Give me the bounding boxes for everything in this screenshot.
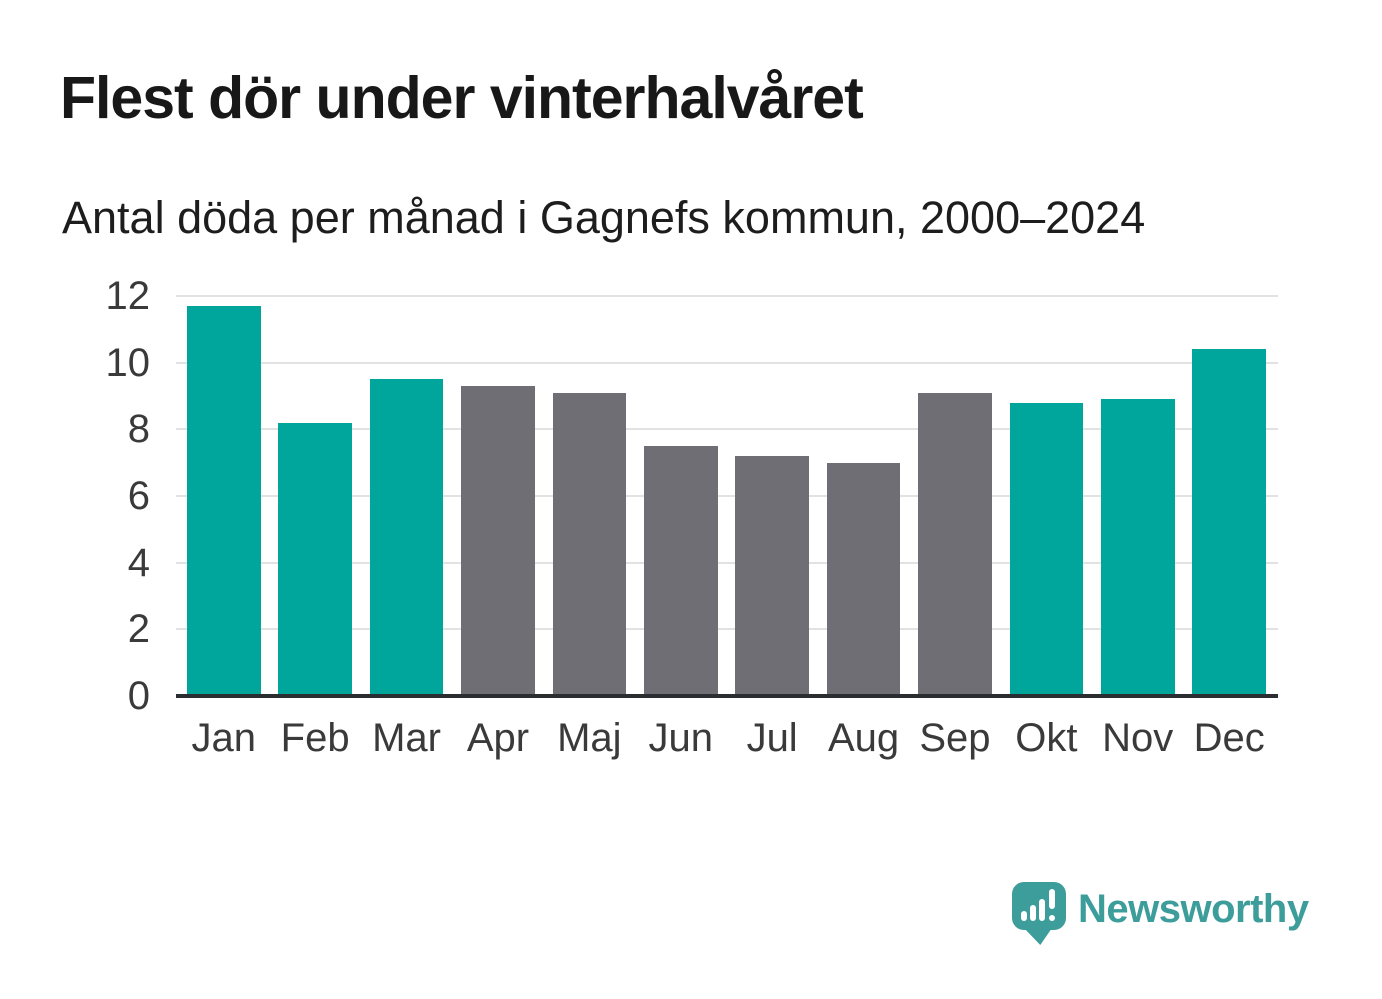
bar-jun	[644, 446, 718, 696]
x-tick-label-dec: Dec	[1193, 716, 1265, 760]
bar-jan	[187, 306, 261, 696]
logo-bubble-tail	[1024, 928, 1052, 945]
bar-jul	[735, 456, 809, 696]
x-tick-label-okt: Okt	[1015, 716, 1078, 760]
x-tick-label-nov: Nov	[1102, 716, 1174, 760]
y-tick-label-4: 4	[127, 540, 150, 585]
x-tick-label-mar: Mar	[372, 716, 441, 760]
logo-bar-medium	[1030, 905, 1036, 921]
bar-mar	[369, 379, 444, 696]
x-tick-label-aug: Aug	[827, 716, 900, 760]
y-tick-label-12: 12	[105, 274, 151, 318]
bar-aug	[826, 462, 901, 696]
x-axis-baseline	[176, 694, 1278, 698]
brand-logo: Newsworthy	[1010, 878, 1340, 960]
y-tick-label-2: 2	[127, 607, 150, 652]
y-tick-label-6: 6	[127, 474, 150, 518]
bar-apr	[461, 386, 535, 696]
logo-exclamation-dot	[1049, 915, 1055, 921]
brand-name: Newsworthy	[1078, 887, 1309, 931]
gridline-2	[176, 628, 1278, 631]
gridline-4	[176, 561, 1278, 564]
gridline-8	[176, 428, 1278, 431]
y-tick-label-8: 8	[127, 407, 150, 452]
gridline-10	[176, 361, 1278, 364]
bar-okt	[1009, 402, 1084, 696]
y-tick-label-10: 10	[105, 340, 151, 385]
x-tick-label-jan: Jan	[191, 716, 257, 760]
x-axis: Jan Feb Mar Apr Maj Jun Jul Aug Sep Okt Nov Dec	[176, 716, 1278, 772]
x-tick-label-maj: Maj	[557, 716, 622, 760]
bar-dec	[1192, 349, 1266, 696]
y-axis: 0 2 4 6 8 10 12	[86, 274, 151, 718]
bar-nov	[1101, 399, 1175, 696]
bar-sep	[918, 392, 992, 696]
x-tick-label-jul: Jul	[746, 716, 798, 760]
bar-maj	[552, 392, 627, 696]
chart-subtitle: Antal döda per månad i Gagnefs kommun, 2…	[62, 192, 1146, 243]
bar-feb	[278, 422, 352, 696]
logo-bar-small	[1021, 911, 1027, 921]
gridline-6	[176, 495, 1278, 497]
gridline-12	[176, 295, 1278, 297]
x-tick-label-apr: Apr	[466, 716, 530, 760]
logo-bar-large	[1039, 899, 1045, 921]
plot-area	[176, 295, 1278, 698]
chart-title: Flest dör under vinterhalvåret	[60, 65, 864, 131]
y-tick-label-0: 0	[127, 674, 150, 718]
logo-exclamation-bar	[1049, 889, 1055, 909]
x-tick-label-feb: Feb	[280, 716, 350, 760]
x-tick-label-jun: Jun	[648, 716, 714, 760]
logo-bubble	[1012, 882, 1066, 930]
x-tick-label-sep: Sep	[919, 716, 991, 760]
